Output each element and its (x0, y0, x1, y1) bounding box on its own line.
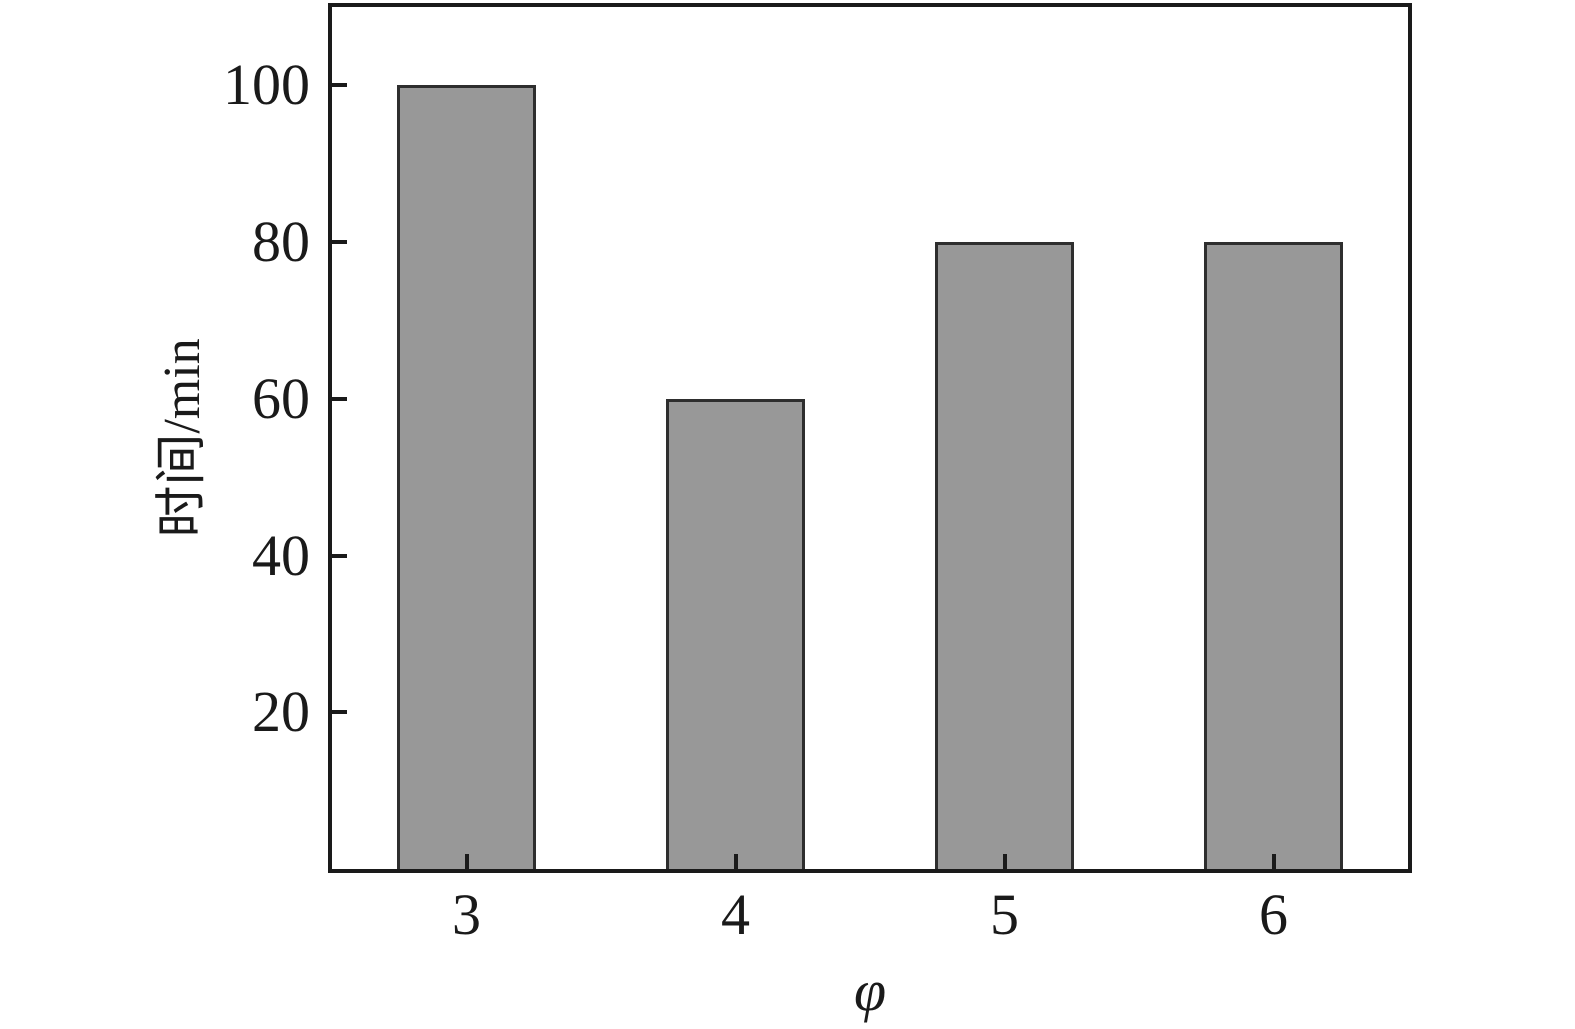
bar-category-6 (1204, 242, 1343, 869)
x-tick-label: 6 (1259, 882, 1288, 947)
x-tick-mark (464, 854, 469, 869)
y-tick-label: 80 (252, 209, 310, 275)
x-axis-title: φ (853, 958, 887, 1023)
x-tick-mark (733, 854, 738, 869)
y-tick-mark (332, 396, 347, 401)
bar-category-4 (666, 398, 805, 869)
y-tick-mark (332, 83, 347, 88)
x-tick-mark (1002, 854, 1007, 869)
y-tick-mark (332, 240, 347, 245)
bar-category-5 (935, 242, 1074, 869)
y-tick-label: 100 (223, 52, 310, 118)
y-tick-label: 40 (252, 522, 310, 588)
x-tick-label: 5 (990, 882, 1019, 947)
y-tick-mark (332, 710, 347, 715)
y-tick-label: 20 (252, 679, 310, 745)
y-tick-label: 60 (252, 365, 310, 431)
x-tick-label: 4 (721, 882, 750, 947)
x-tick-label: 3 (452, 882, 481, 947)
plot-area (328, 3, 1412, 873)
bar-category-3 (397, 85, 536, 869)
x-tick-mark (1271, 854, 1276, 869)
y-tick-mark (332, 553, 347, 558)
y-axis-title: 时间/min (154, 338, 211, 538)
